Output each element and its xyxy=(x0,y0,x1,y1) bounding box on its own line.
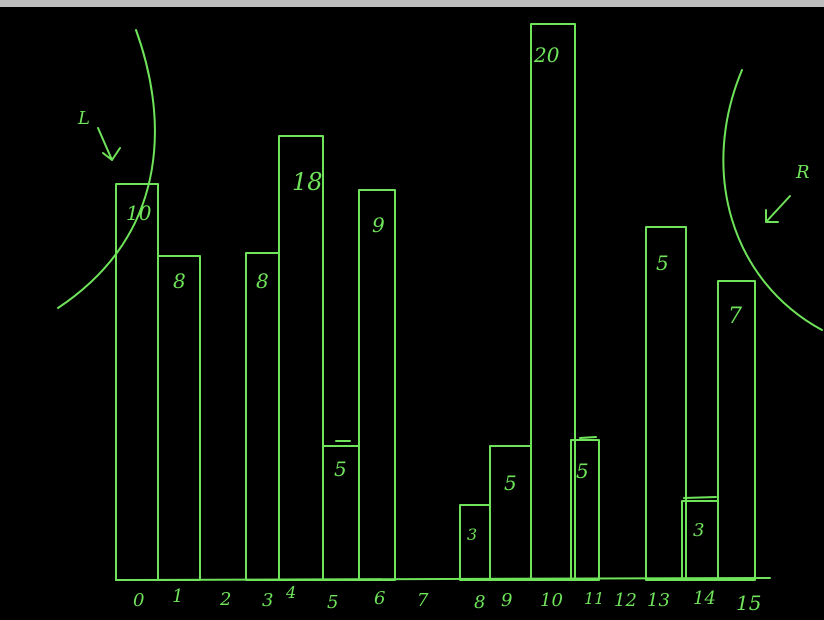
bar-6 xyxy=(358,189,396,581)
bar-value-label: 20 xyxy=(533,43,560,67)
bar-value-label: 8 xyxy=(173,269,186,293)
right-boundary-annotation: R xyxy=(722,69,823,331)
bar-value-label: 18 xyxy=(292,168,323,196)
bar-value-label: 5 xyxy=(504,471,517,495)
bar-15 xyxy=(717,280,756,581)
index-label: 10 xyxy=(540,590,563,611)
left-annotation-letter: L xyxy=(77,108,90,129)
index-label: 14 xyxy=(693,588,716,609)
stroke-mark xyxy=(683,496,717,499)
index-labels: 0 1 2 3 4 5 6 7 8 9 10 11 12 13 14 15 xyxy=(133,583,761,615)
stroke-mark xyxy=(579,436,597,439)
bar-value-label: 3 xyxy=(467,525,477,544)
index-label: 15 xyxy=(736,591,761,615)
bar-value-label: 7 xyxy=(728,304,742,329)
index-label: 12 xyxy=(614,590,637,611)
index-label: 8 xyxy=(474,592,485,613)
bar-11 xyxy=(570,439,600,581)
bar-1 xyxy=(157,255,201,581)
bar-13 xyxy=(645,226,687,581)
index-label: 1 xyxy=(172,586,183,607)
bar-value-label: 5 xyxy=(576,459,589,483)
bar-10 xyxy=(530,23,576,581)
right-annotation-letter: R xyxy=(795,162,810,183)
window-top-bar xyxy=(0,0,824,7)
index-label: 6 xyxy=(374,588,385,609)
left-boundary-arc xyxy=(57,29,156,309)
left-boundary-annotation: L xyxy=(57,29,156,309)
index-label: 4 xyxy=(285,583,296,602)
index-label: 5 xyxy=(327,592,338,613)
bar-value-label: 5 xyxy=(334,457,347,481)
index-label: 7 xyxy=(417,590,429,611)
right-arrow-icon xyxy=(765,195,791,223)
index-label: 0 xyxy=(133,590,144,611)
bar-value-label: 3 xyxy=(693,520,704,541)
index-label: 9 xyxy=(501,590,512,611)
index-label: 2 xyxy=(219,589,231,610)
bar-value-label: 5 xyxy=(656,251,669,275)
bars-group xyxy=(115,23,756,581)
right-boundary-arc xyxy=(722,69,823,331)
left-arrow-icon xyxy=(97,127,121,161)
index-label: 11 xyxy=(584,589,604,608)
baseline-axis xyxy=(115,577,771,581)
bar-value-labels: 10 8 8 18 5 9 3 5 20 5 5 3 7 xyxy=(126,43,742,544)
bar-9 xyxy=(489,445,532,581)
index-label: 3 xyxy=(262,590,273,611)
bar-value-label: 8 xyxy=(256,269,269,293)
index-label: 13 xyxy=(647,590,670,611)
bar-4 xyxy=(278,135,324,581)
bar-value-label: 9 xyxy=(372,213,385,237)
bar-3 xyxy=(245,252,280,581)
